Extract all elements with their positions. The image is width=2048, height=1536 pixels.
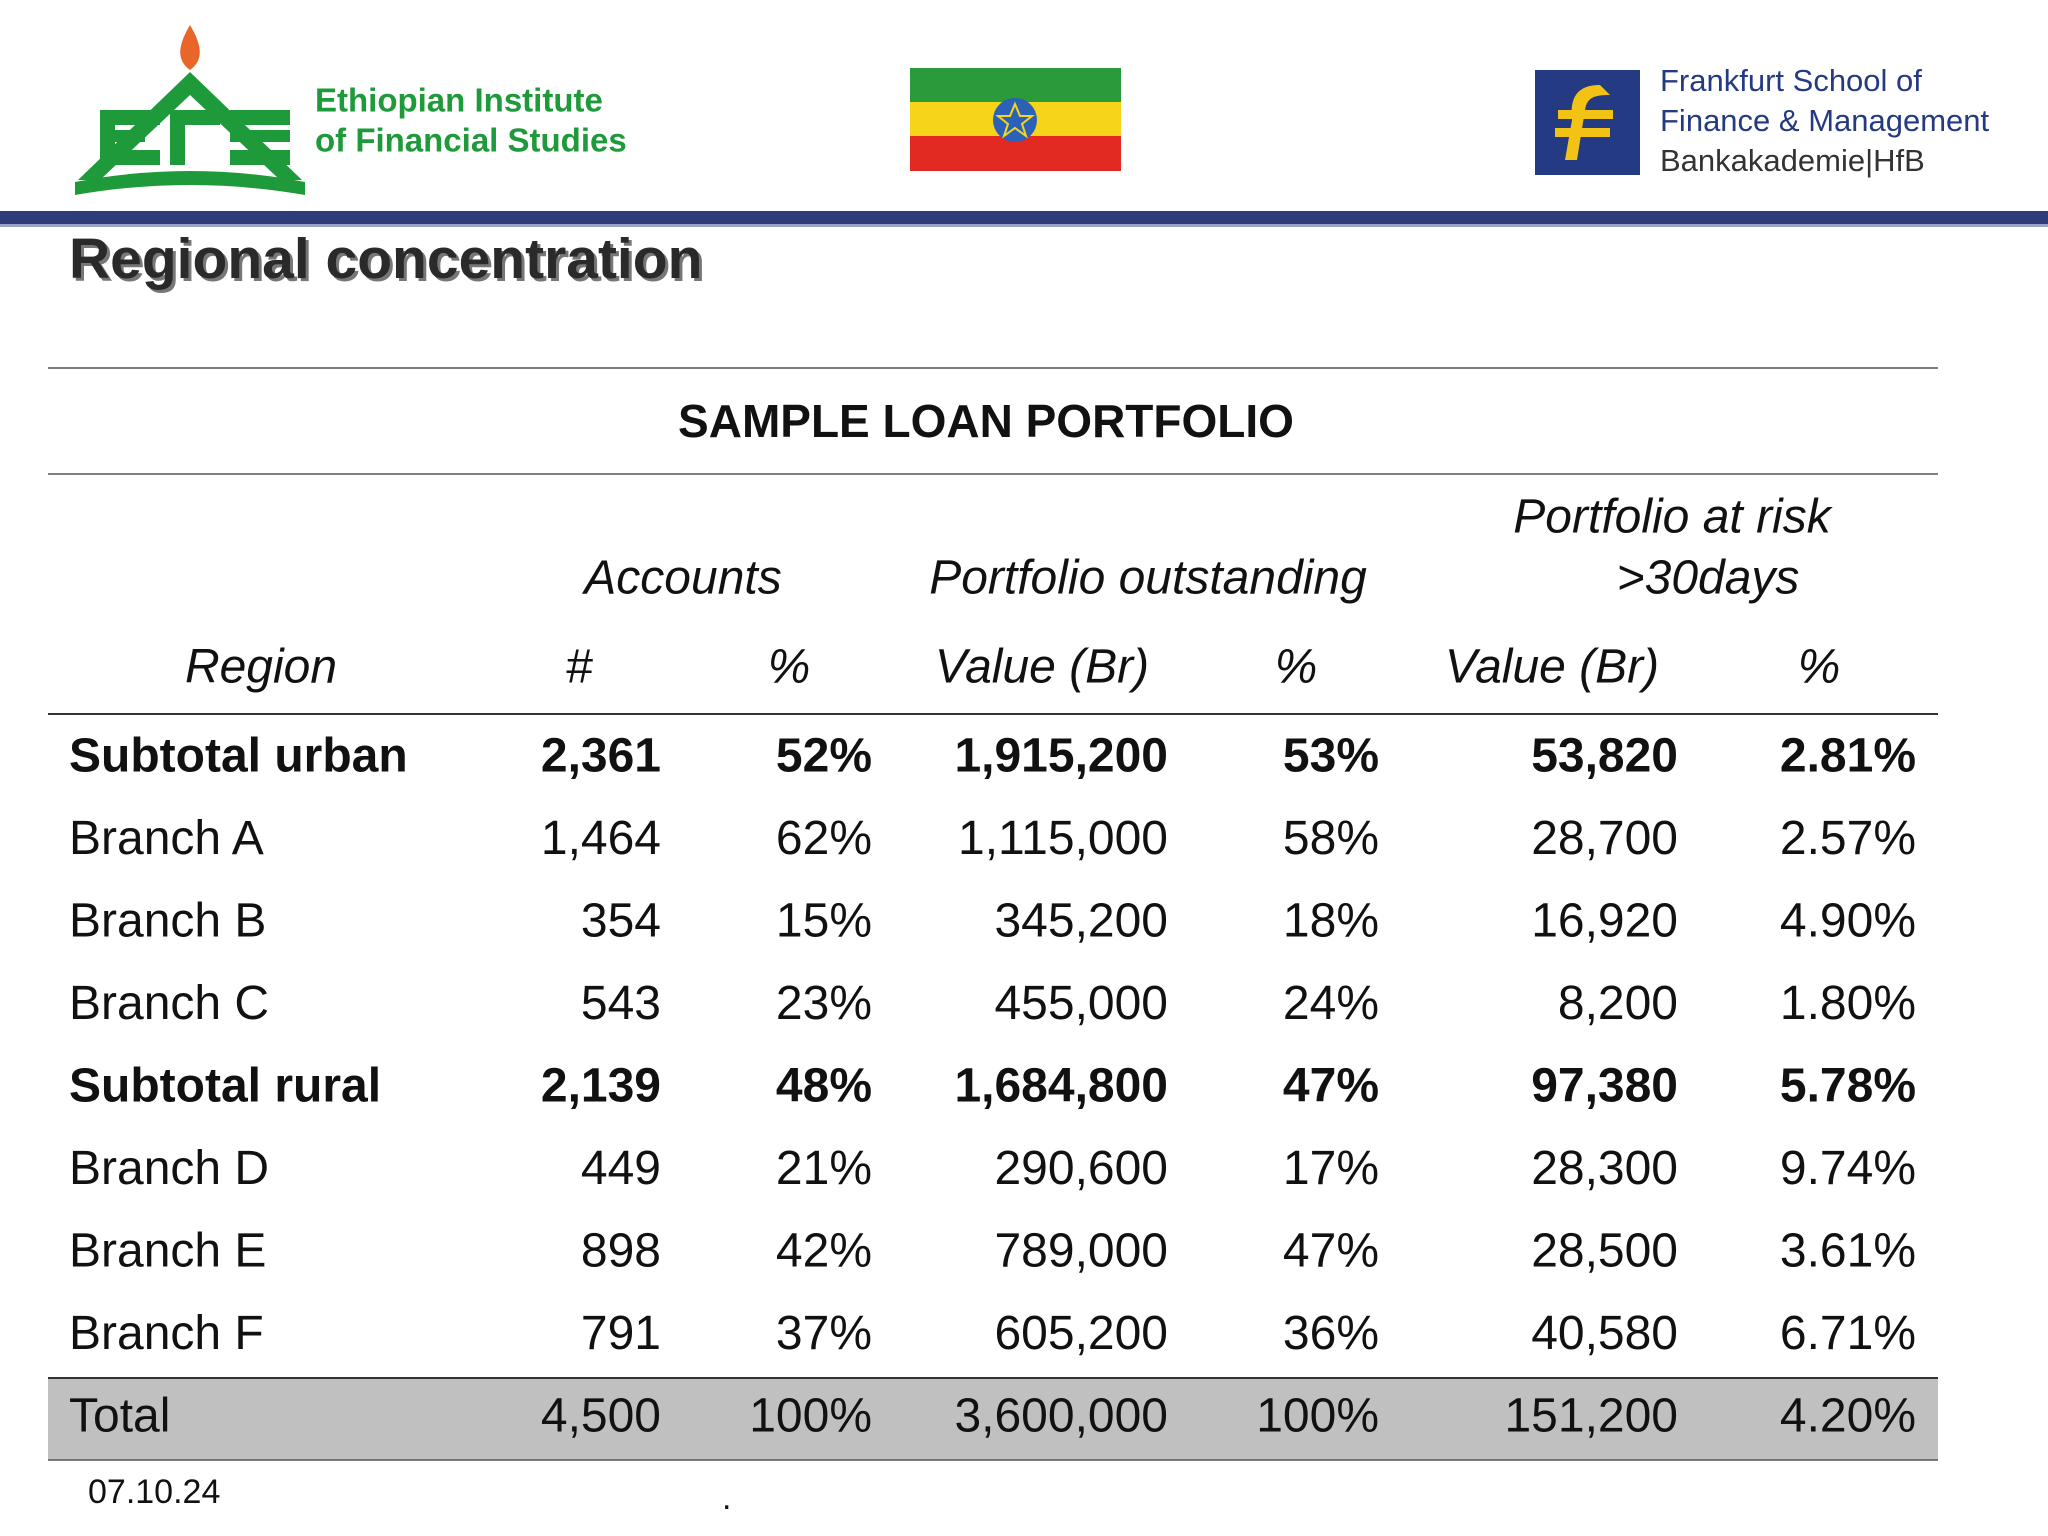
cell-value: 791 [581,1307,661,1360]
cell-value: 6.71% [1780,1307,1916,1360]
cell-value: 100% [1256,1390,1379,1443]
table: SAMPLE LOAN PORTFOLIO Accounts Portfolio… [48,367,1938,1461]
cell-value: 15% [776,895,872,948]
cell-value: 16,920 [1531,895,1678,948]
cell-value: 4.90% [1780,895,1916,948]
logo-text: of Financial Studies [315,122,627,159]
cell-value: 151,200 [1504,1390,1678,1443]
title-shadow: Regional concentration [72,230,705,294]
cell-value: 52% [776,730,872,783]
cell-value: 40,580 [1531,1307,1678,1360]
group-header: Accounts [581,552,781,605]
logo-text: Bankakademie|HfB [1660,143,1925,178]
footer-date: 07.10.24 [88,1473,220,1511]
row-label: Branch C [69,977,269,1030]
cell-value: 2,139 [541,1060,661,1113]
row-label: Branch D [69,1142,269,1195]
cell-value: 898 [581,1225,661,1278]
title: Regional concentration [69,227,702,291]
cell-value: 97,380 [1531,1060,1678,1113]
cell-value: 1.80% [1780,977,1916,1030]
header-rule [0,224,2048,227]
cell-value: 58% [1283,812,1379,865]
cell-value: 18% [1283,895,1379,948]
cell-value: 4,500 [541,1390,661,1443]
column-header: % [768,641,811,694]
cell-value: 9.74% [1780,1142,1916,1195]
cell-value: 354 [581,895,661,948]
cell-value: 28,300 [1531,1142,1678,1195]
logo-text: Finance & Management [1660,103,1990,138]
cell-value: 53,820 [1531,730,1678,783]
flag [910,68,1121,171]
group-header: Portfolio at risk [1513,491,1833,544]
column-header: % [1798,641,1841,694]
row-label: Branch B [69,895,266,948]
cell-value: 53% [1283,730,1379,783]
cell-value: 37% [776,1307,872,1360]
cell-value: 543 [581,977,661,1030]
logo-text: Frankfurt School of [1660,63,1922,98]
cell-value: 3.61% [1780,1225,1916,1278]
eifs-logo [75,25,305,195]
column-header: # [566,641,594,694]
group-header: >30days [1617,552,1800,605]
cell-value: 4.20% [1780,1390,1916,1443]
cell-value: 8,200 [1558,977,1678,1030]
cell-value: 36% [1283,1307,1379,1360]
cell-value: 5.78% [1780,1060,1916,1113]
cell-value: 2.57% [1780,812,1916,865]
cell-value: 3,600,000 [954,1390,1168,1443]
cell-value: 1,915,200 [954,730,1168,783]
column-header: Value (Br) [935,641,1149,694]
logo-text: Ethiopian Institute [315,82,603,119]
caption: SAMPLE LOAN PORTFOLIO [678,395,1294,447]
cell-value: 789,000 [994,1225,1168,1278]
row-label: Branch F [69,1307,264,1360]
cell-value: 48% [776,1060,872,1113]
cell-value: 23% [776,977,872,1030]
cell-value: 47% [1283,1225,1379,1278]
row-label: Branch A [69,812,264,865]
cell-value: 1,464 [541,812,661,865]
cell-value: 17% [1283,1142,1379,1195]
footer-mark: . [722,1479,731,1517]
row-label: Subtotal urban [69,730,408,783]
row-label: Subtotal rural [69,1060,381,1113]
cell-value: 449 [581,1142,661,1195]
total-row-bg [48,1378,1938,1460]
cell-value: 1,684,800 [954,1060,1168,1113]
cell-value: 42% [776,1225,872,1278]
cell-value: 21% [776,1142,872,1195]
row-label: Branch E [69,1225,266,1278]
cell-value: 1,115,000 [958,812,1168,865]
group-header: Portfolio outstanding [929,552,1367,605]
header-rule [0,211,2048,224]
cell-value: 2,361 [541,730,661,783]
cell-value: 455,000 [994,977,1168,1030]
column-header: % [1275,641,1318,694]
cell-value: 100% [749,1390,872,1443]
cell-value: 28,700 [1531,812,1678,865]
cell-value: 605,200 [994,1307,1168,1360]
cell-value: 24% [1283,977,1379,1030]
cell-value: 28,500 [1531,1225,1678,1278]
row-label: Total [69,1390,170,1443]
cell-value: 47% [1283,1060,1379,1113]
cell-value: 62% [776,812,872,865]
cell-value: 290,600 [994,1142,1168,1195]
cell-value: 2.81% [1780,730,1916,783]
cell-value: 345,200 [994,895,1168,948]
fs-logo [1535,70,1640,175]
column-header: Value (Br) [1445,641,1659,694]
column-header: Region [185,641,337,694]
